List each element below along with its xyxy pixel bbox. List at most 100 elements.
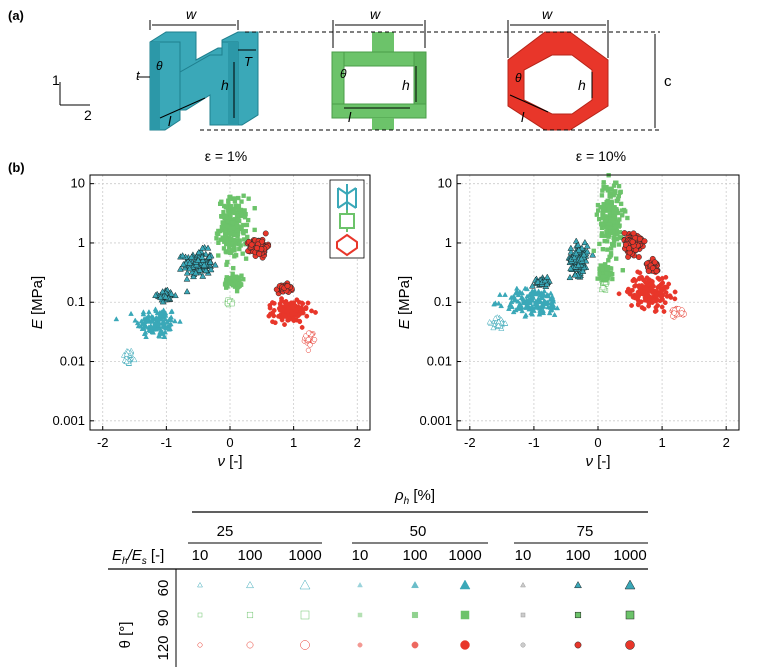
data-point [651, 259, 658, 266]
data-point [146, 309, 152, 315]
hexagon-h-label: h [578, 77, 586, 93]
key-marker [299, 579, 311, 590]
data-point [497, 291, 503, 297]
data-point [637, 275, 643, 281]
axis-1-label: 1 [52, 72, 60, 88]
hexagon-w-label: w [542, 6, 553, 22]
eh-value: 10 [515, 547, 532, 564]
data-point [618, 201, 624, 207]
key-marker [574, 611, 582, 619]
x-axis-label: ν [-] [586, 453, 611, 470]
data-point [672, 296, 678, 302]
data-point [300, 310, 306, 316]
data-point [545, 304, 551, 310]
data-point [601, 180, 606, 185]
data-point [506, 305, 512, 311]
data-point [602, 238, 607, 244]
x-tick-label: 2 [723, 435, 730, 450]
data-point [522, 285, 528, 291]
data-point [605, 247, 610, 252]
y-tick-label: 10 [438, 176, 452, 191]
data-point [602, 233, 607, 239]
key-marker [246, 580, 254, 589]
eh-value: 1000 [288, 547, 321, 564]
data-point [604, 225, 609, 230]
data-point [515, 298, 521, 304]
data-point [183, 287, 191, 295]
data-point [662, 300, 668, 306]
data-point [616, 242, 622, 247]
data-point [190, 272, 197, 280]
data-point [492, 315, 499, 321]
hexagon-l-label: l [521, 109, 525, 125]
data-point [649, 281, 655, 286]
data-point [614, 207, 619, 212]
data-point [529, 306, 536, 312]
data-point [238, 243, 243, 248]
key-marker [520, 642, 526, 648]
data-point [575, 246, 583, 253]
data-point [159, 288, 167, 295]
data-point [230, 271, 235, 276]
data-point [123, 350, 130, 357]
data-point [179, 252, 187, 259]
data-point [614, 256, 619, 261]
data-point [533, 303, 540, 309]
data-point [630, 230, 637, 237]
data-point [611, 243, 617, 248]
data-point [551, 311, 558, 317]
data-point [198, 253, 206, 260]
data-point [579, 267, 587, 274]
reentrant-theta-label: θ [156, 59, 163, 73]
data-point [229, 237, 234, 242]
data-point [241, 193, 246, 198]
data-point [530, 294, 536, 300]
panel-a-label: (a) [8, 8, 24, 23]
key-marker [460, 610, 470, 620]
data-point [242, 208, 247, 213]
data-point [548, 306, 555, 312]
data-point [643, 285, 649, 291]
data-point [502, 291, 508, 297]
data-point [629, 303, 634, 308]
data-point [609, 272, 614, 277]
data-point [607, 204, 612, 210]
legend-reentrant-icon [337, 184, 357, 212]
data-point [219, 224, 225, 230]
data-point [188, 253, 195, 260]
x-tick-label: 1 [290, 435, 297, 450]
data-point [229, 301, 235, 307]
data-point [239, 199, 244, 204]
data-point [621, 230, 628, 237]
data-point [660, 297, 665, 302]
data-point [153, 308, 159, 314]
data-point [305, 300, 311, 306]
data-points [113, 193, 318, 366]
data-point [211, 261, 219, 268]
eh-value: 1000 [448, 547, 481, 564]
key-marker [520, 581, 526, 588]
data-point [186, 259, 194, 266]
data-point [226, 249, 231, 255]
x-tick-label: -2 [97, 435, 109, 450]
reentrant-t-label: t [136, 68, 141, 83]
data-point [486, 318, 493, 325]
data-point [270, 319, 275, 325]
data-point [567, 248, 575, 255]
data-point [221, 214, 226, 219]
data-point [240, 251, 245, 256]
data-point [636, 235, 643, 242]
data-point [654, 297, 660, 303]
data-point [138, 323, 144, 329]
key-marker [625, 640, 635, 650]
data-point [509, 303, 515, 309]
data-point [128, 310, 134, 316]
data-point [226, 198, 231, 203]
data-point [223, 233, 229, 239]
data-point [278, 303, 284, 309]
data-point [168, 308, 175, 315]
data-point [186, 265, 194, 272]
data-point [161, 333, 168, 339]
legend-hexagon-icon [336, 233, 358, 257]
data-point [641, 238, 648, 245]
